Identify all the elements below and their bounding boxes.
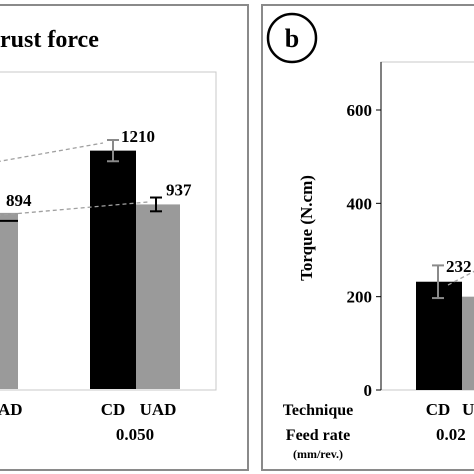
panel-b-cat-cd: CD xyxy=(426,400,451,419)
panel-a-value-label-cd: 1210 xyxy=(121,127,155,146)
panel-a-trend-line-uad xyxy=(0,201,149,216)
panel-b-trend-line xyxy=(447,270,474,286)
panel-a-partial-uad-label: AD xyxy=(0,400,23,419)
panel-b-ytick-label-1: 200 xyxy=(347,288,373,307)
panel-a-partial-uad-bar xyxy=(0,212,18,389)
panel-a-plot: 894 1210 937 xyxy=(0,127,192,389)
panel-b-feed-rate-label: Feed rate xyxy=(286,427,350,444)
panel-b-value-label-cd: 232 xyxy=(446,257,472,276)
panel-b-ytick-label-3: 600 xyxy=(347,101,373,120)
panel-a-bar-uad xyxy=(136,204,180,389)
panel-b-feed-rate-partial: 0.02 xyxy=(436,425,466,444)
panel-a-title: rust force xyxy=(0,27,99,53)
panel-b-bar-uad xyxy=(462,296,474,390)
panel-a-bar-cd xyxy=(90,150,136,389)
panel-b-technique-label: Technique xyxy=(283,402,354,419)
panel-b-cat-uad-partial: U xyxy=(462,400,474,419)
panel-a-trend-line-cd xyxy=(0,142,104,162)
panel-a-cat-uad: UAD xyxy=(140,400,177,419)
panel-a-partial-uad-value-label: 894 xyxy=(6,191,32,210)
panel-b-ytick-label-2: 400 xyxy=(347,194,373,213)
panel-b-bar-cd xyxy=(416,281,462,390)
panel-b-label: b xyxy=(285,24,299,53)
panel-b-feed-rate-unit: (mm/rev.) xyxy=(293,447,343,461)
panel-b-plot: 0 200 400 600 232 xyxy=(347,101,474,400)
panel-a-cat-cd: CD xyxy=(101,400,126,419)
panel-b-ytick-label-0: 0 xyxy=(364,381,373,400)
panel-a-feed-rate: 0.050 xyxy=(116,425,154,444)
panel-b-label-circle xyxy=(266,12,318,64)
panel-a-value-label-uad: 937 xyxy=(166,181,192,200)
panel-b-ylabel: Torque (N.cm) xyxy=(297,175,316,281)
